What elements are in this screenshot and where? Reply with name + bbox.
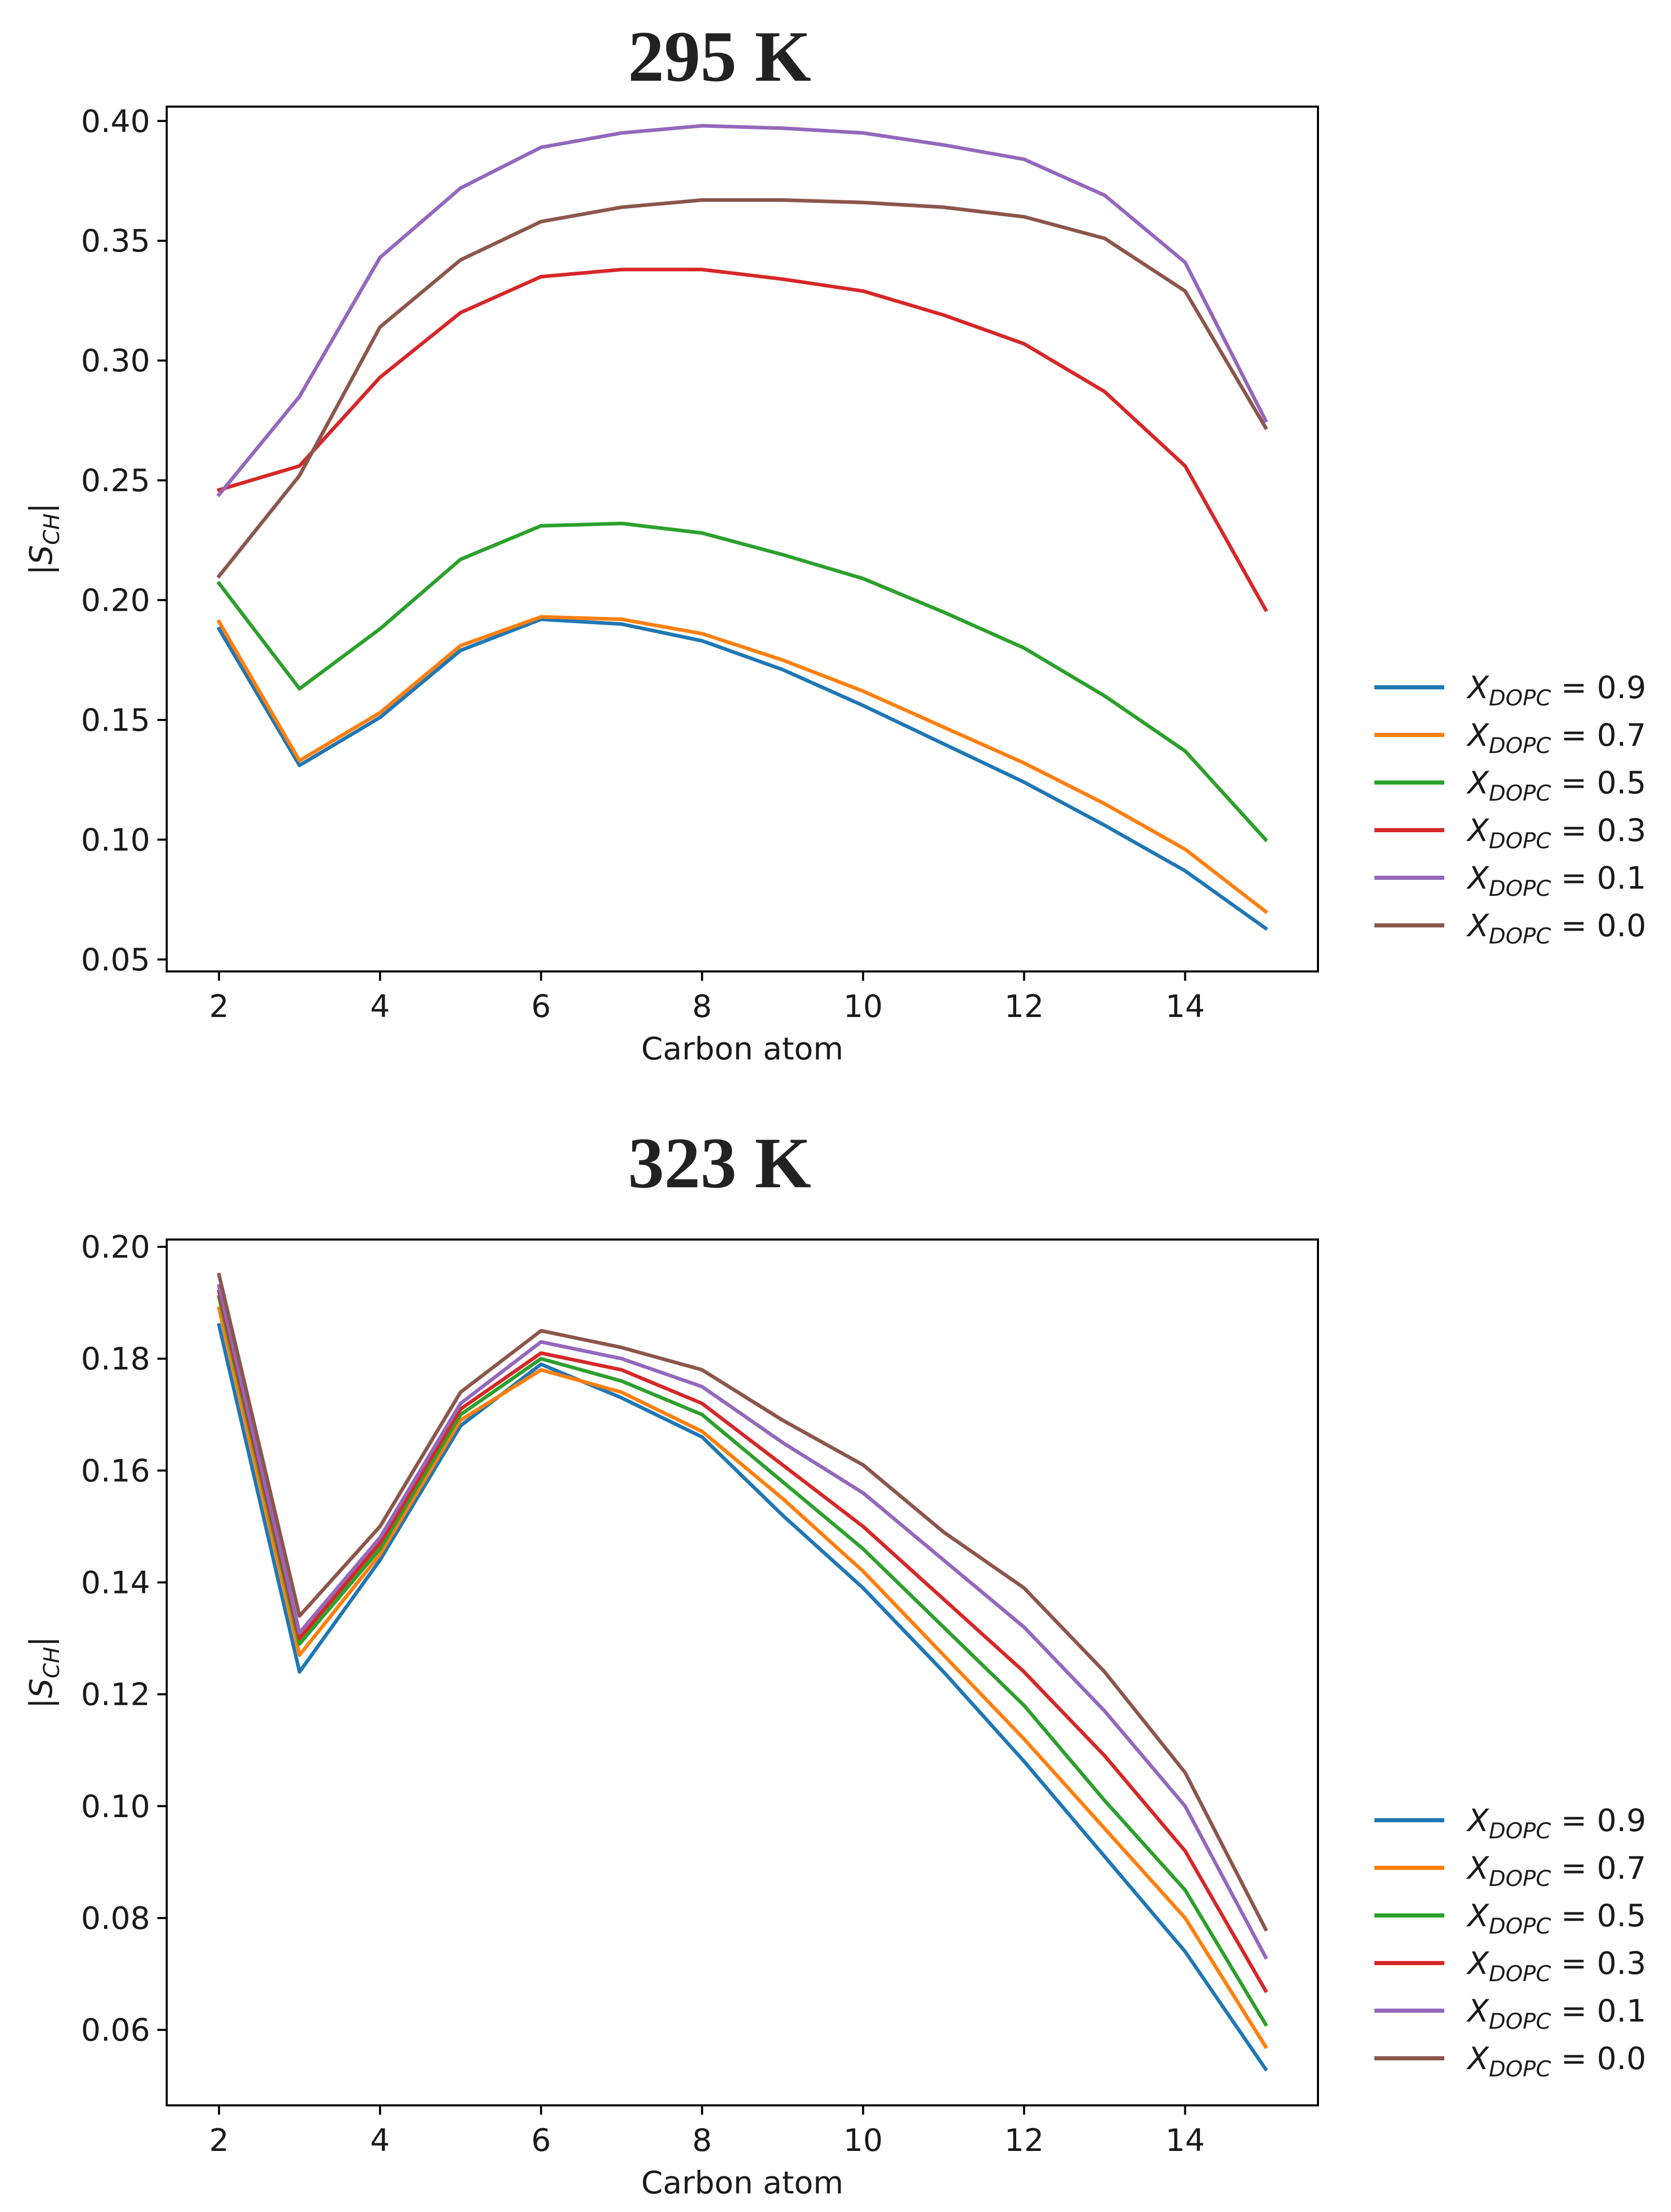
y-tick-label: 0.12 [81,1677,150,1713]
x-tick-label: 12 [1004,989,1044,1025]
legend-label-0.0: XDOPC = 0.0 [1466,908,1646,949]
y-tick-label: 0.16 [81,1453,150,1489]
series-line-0.0 [216,1272,1268,1932]
series-line-0.7 [216,1306,1268,2049]
y-tick-label: 0.15 [81,702,150,739]
x-axis-label: Carbon atom [641,2165,844,2201]
legend: XDOPC = 0.9 XDOPC = 0.7 XDOPC = 0.5 XDOPC =… [1374,670,1646,949]
series-line-0.0 [216,198,1268,579]
x-tick-label: 6 [531,2122,551,2159]
y-tick-label: 0.20 [81,1229,150,1265]
y-tick-label: 0.10 [81,1789,150,1825]
legend-label-0.7: XDOPC = 0.7 [1466,717,1646,758]
axes-frame [166,1238,1319,2106]
x-tick-label: 10 [843,2122,883,2159]
y-tick-label: 0.25 [81,463,150,499]
series-line-0.5 [216,521,1268,843]
axes-frame [166,106,1319,972]
series-line-0.5 [216,1295,1268,2027]
y-tick-label: 0.20 [81,583,150,619]
y-tick-label: 0.08 [81,1900,150,1937]
x-tick-label: 4 [370,989,390,1025]
x-tick-label: 8 [692,2122,712,2159]
panel-title-323k: 323 K [628,1123,811,1203]
legend-label-0.5: XDOPC = 0.5 [1466,765,1646,806]
x-tick-label: 10 [843,989,883,1025]
legend-label-0.9: XDOPC = 0.9 [1466,670,1646,711]
y-tick-label: 0.10 [81,822,150,858]
legend-label-0.3: XDOPC = 0.3 [1466,813,1646,853]
x-axis-label: Carbon atom [641,1031,844,1067]
plot-panel-0: 2 4 6 8 10 12 14 0.05 0.10 0.15 0.20 0.25 0.30 0.35 0.… [23,104,1646,1067]
y-axis-label: |SCH| [23,503,64,575]
legend-label-0.1: XDOPC = 0.1 [1466,860,1646,901]
legend-label-0.0: XDOPC = 0.0 [1466,2041,1646,2082]
series-line-0.3 [216,1289,1268,1994]
y-tick-label: 0.30 [81,343,150,379]
y-tick-label: 0.40 [81,104,150,140]
y-tick-label: 0.35 [81,223,150,259]
x-tick-label: 8 [692,989,712,1025]
x-tick-label: 6 [531,989,551,1025]
series-line-0.9 [216,617,1268,931]
legend-label-0.7: XDOPC = 0.7 [1466,1850,1646,1891]
x-tick-label: 14 [1165,989,1205,1025]
panel-title-295k: 295 K [628,17,811,97]
series-line-0.1 [216,1284,1268,1960]
x-tick-label: 14 [1165,2122,1205,2159]
x-tick-label: 4 [370,2122,390,2159]
x-tick-label: 12 [1004,2122,1044,2159]
series-line-0.7 [216,615,1268,915]
series-line-0.3 [216,268,1268,612]
x-tick-label: 2 [209,989,229,1025]
y-tick-label: 0.14 [81,1565,150,1601]
legend-label-0.5: XDOPC = 0.5 [1466,1898,1646,1939]
series-line-0.1 [216,124,1268,497]
legend: XDOPC = 0.9 XDOPC = 0.7 XDOPC = 0.5 XDOPC =… [1374,1803,1646,2082]
y-axis-label: |SCH| [23,1636,64,1708]
plot-panel-1: 2 4 6 8 10 12 14 0.06 0.08 0.10 0.12 0.14 0.16 0.18 0.… [23,1229,1646,2201]
legend-label-0.9: XDOPC = 0.9 [1466,1803,1646,1844]
series-line-0.9 [216,1323,1268,2072]
y-tick-label: 0.18 [81,1341,150,1377]
y-tick-label: 0.06 [81,2012,150,2048]
y-tick-label: 0.05 [81,942,150,978]
legend-label-0.3: XDOPC = 0.3 [1466,1945,1646,1986]
legend-label-0.1: XDOPC = 0.1 [1466,1993,1646,2034]
x-tick-label: 2 [209,2122,229,2159]
